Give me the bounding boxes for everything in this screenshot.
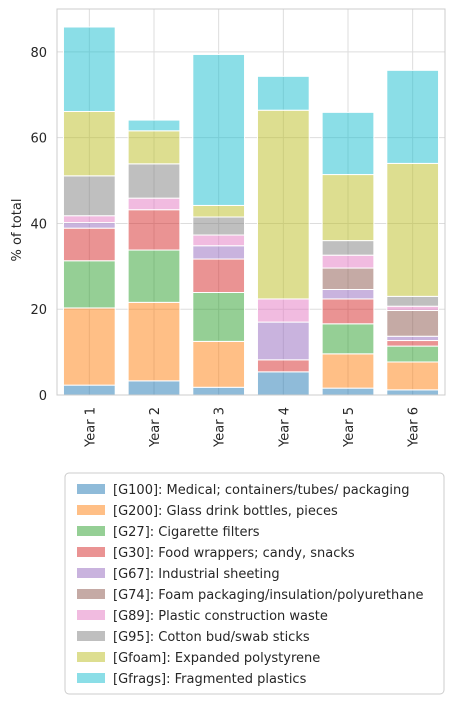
- bar-segment: [192, 245, 246, 260]
- bar-segment: [386, 295, 440, 307]
- bar-segment: [386, 310, 440, 337]
- bar-segment: [62, 26, 116, 113]
- bar-segment: [386, 69, 440, 164]
- bar-segment: [62, 175, 116, 217]
- bar-segment: [62, 215, 116, 224]
- bar-segment: [256, 298, 310, 323]
- x-tick-label: Year 6: [407, 407, 422, 448]
- bar-segment: [62, 307, 116, 386]
- x-tick-labels: Year 1 Year 2 Year 3 Year 4 Year 5 Year 6: [83, 407, 421, 448]
- legend-swatch: [77, 547, 105, 557]
- x-tick-label: Year 1: [83, 407, 98, 448]
- bar-segment: [127, 209, 181, 251]
- bar-segment: [321, 240, 375, 256]
- bar-segment: [192, 291, 246, 342]
- plot-frame: [56, 8, 446, 396]
- legend-label: [G89]: Plastic construction waste: [113, 609, 328, 624]
- bar-segment: [192, 204, 246, 218]
- legend-swatch: [77, 673, 105, 683]
- bar-segment: [321, 174, 375, 242]
- x-tick-label: Year 5: [342, 407, 357, 448]
- bar-segment: [321, 353, 375, 389]
- bar-segment: [127, 301, 181, 382]
- bar-segment: [127, 130, 181, 165]
- legend-swatch: [77, 652, 105, 662]
- bar-segment: [127, 119, 181, 132]
- bar-segment: [321, 288, 375, 300]
- y-tick-label: 60: [30, 132, 47, 147]
- bar-segment: [256, 359, 310, 373]
- x-tick-label: Year 4: [277, 407, 292, 448]
- legend-label: [G95]: Cotton bud/swab sticks: [113, 630, 310, 645]
- legend-label: [Gfoam]: Expanded polystyrene: [113, 651, 320, 666]
- y-tick-label: 40: [30, 217, 47, 232]
- bar-segment: [192, 234, 246, 247]
- legend-label: [G67]: Industrial sheeting: [113, 567, 280, 582]
- legend-swatch: [77, 610, 105, 620]
- bar-segment: [62, 111, 116, 177]
- bar-segment: [192, 216, 246, 236]
- bar-segment: [127, 249, 181, 303]
- bar-segment: [386, 335, 440, 342]
- legend-label: [G27]: Cigarette filters: [113, 525, 260, 540]
- y-tick-label: 20: [30, 303, 47, 318]
- bar-segment: [321, 254, 375, 269]
- y-tick-label: 80: [30, 46, 47, 61]
- bar-segment: [127, 197, 181, 211]
- bar-segment: [62, 227, 116, 262]
- bar-segment: [321, 267, 375, 290]
- bar-segment: [321, 323, 375, 355]
- bar-segment: [386, 345, 440, 363]
- bar-segment: [192, 340, 246, 388]
- bar-segment: [321, 111, 375, 176]
- legend-swatch: [77, 589, 105, 599]
- bar-segment: [62, 260, 116, 309]
- bar-segment: [386, 389, 440, 396]
- y-tick-label: 0: [39, 389, 47, 404]
- bar-segment: [192, 386, 246, 396]
- bar-segment: [256, 371, 310, 396]
- bar-segment: [62, 384, 116, 396]
- bar-segment: [321, 387, 375, 396]
- bar-segment: [321, 298, 375, 325]
- legend: [G100]: Medical; containers/tubes/ packa…: [64, 472, 445, 695]
- legend-swatch: [77, 505, 105, 515]
- bar-segment: [256, 109, 310, 300]
- y-axis-label: % of total: [10, 199, 25, 262]
- legend-label: [G200]: Glass drink bottles, pieces: [113, 504, 338, 519]
- bar-segment: [256, 75, 310, 111]
- legend-swatch: [77, 568, 105, 578]
- x-tick-label: Year 2: [148, 407, 163, 448]
- x-tick-label: Year 3: [213, 407, 228, 448]
- bar-segment: [386, 361, 440, 391]
- bar-segment: [386, 340, 440, 347]
- bar-segment: [62, 222, 116, 229]
- bar-segment: [256, 321, 310, 361]
- legend-label: [G30]: Food wrappers; candy, snacks: [113, 546, 355, 561]
- bar-segment: [386, 305, 440, 312]
- legend-swatch: [77, 484, 105, 494]
- legend-swatch: [77, 526, 105, 536]
- y-tick-labels: 0 20 40 60 80: [30, 46, 47, 404]
- bar-segment: [192, 258, 246, 293]
- legend-label: [G74]: Foam packaging/insulation/polyure…: [113, 588, 423, 603]
- bar-segment: [192, 53, 246, 206]
- legend-frame: [64, 472, 445, 695]
- legend-swatch: [77, 631, 105, 641]
- legend-label: [G100]: Medical; containers/tubes/ packa…: [113, 483, 409, 498]
- bar-segment: [127, 163, 181, 199]
- bar-segment: [127, 380, 181, 396]
- legend-label: [Gfrags]: Fragmented plastics: [113, 672, 307, 687]
- bars: [62, 26, 440, 396]
- bar-segment: [386, 162, 440, 297]
